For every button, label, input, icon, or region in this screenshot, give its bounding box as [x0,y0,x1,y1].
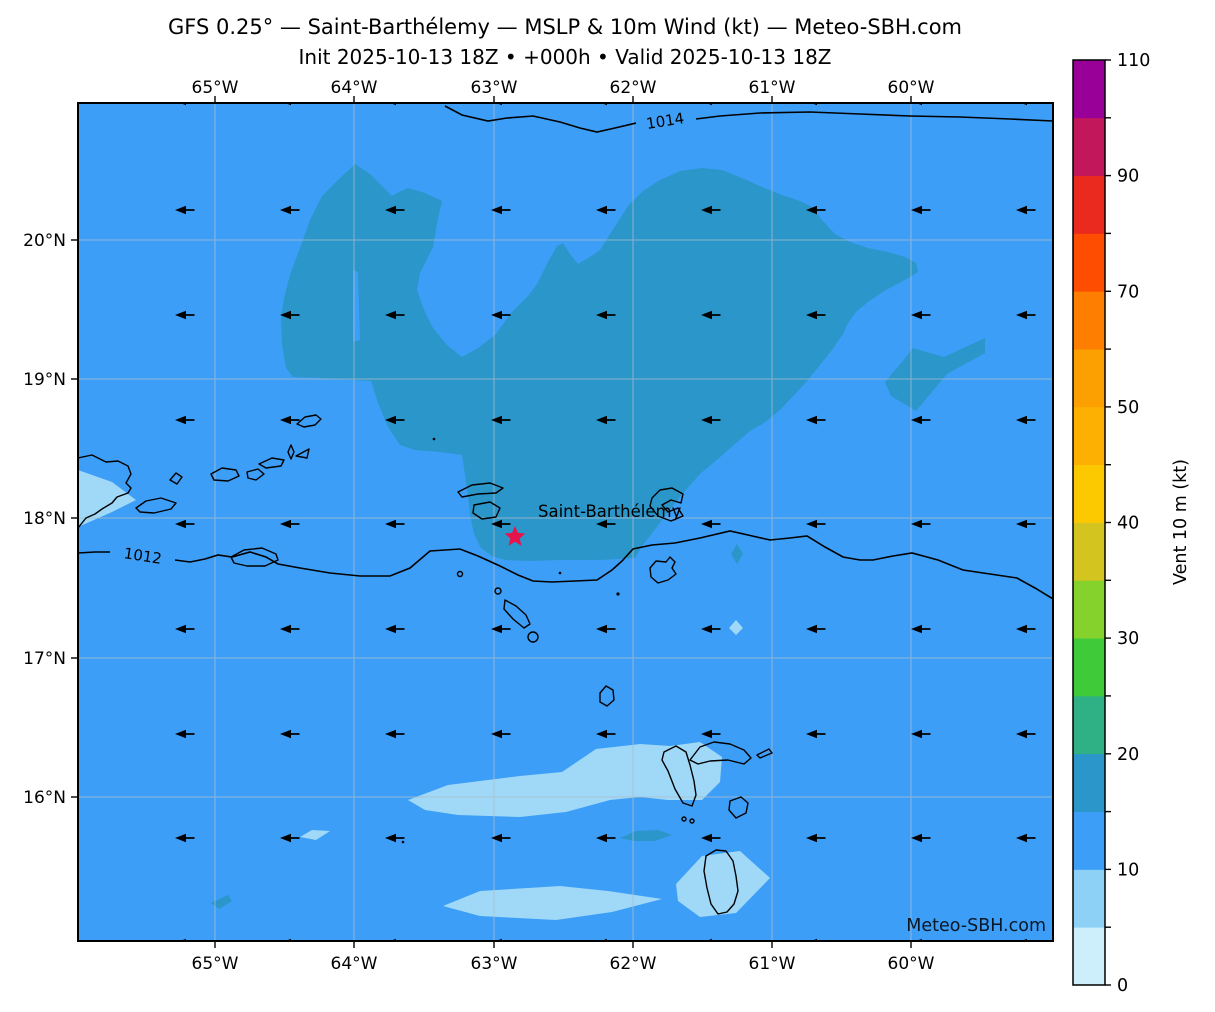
colorbar-tick-label: 70 [1117,282,1139,302]
isobar-contours [78,105,1053,600]
lon-label: 60°W [888,954,935,974]
coast-nevis [527,631,539,643]
lon-axis-bottom: 65°W 64°W 63°W 62°W 61°W 60°W [192,954,935,974]
colorbar-band [1073,406,1105,466]
colorbar-tick-label: 110 [1117,51,1150,71]
colorbar-band [1073,753,1105,812]
lon-label: 63°W [471,954,518,974]
coast-st-kitts [503,599,531,629]
wind-region-5-10 [78,470,770,920]
colorbar-tick-label: 50 [1117,398,1139,418]
lon-label: 61°W [749,78,796,98]
map-plot-area: 1014 1012 [78,103,1053,941]
axis-ticks [71,96,912,948]
coast-anegada [295,448,310,459]
lon-label: 64°W [331,78,378,98]
coast-vieques [135,497,177,514]
gridlines [78,103,1053,941]
lat-label: 16°N [23,788,66,808]
coast-anguilla [457,482,504,498]
colorbar-ticks [1105,59,1111,986]
station-label: Saint-Barthélemy [538,502,682,521]
colorbar-band [1073,522,1105,581]
coast-tortola [258,457,285,469]
coast-culebra [169,472,183,485]
lat-label: 20°N [23,231,66,251]
lon-label: 63°W [471,78,518,98]
colorbar-band [1073,869,1105,928]
colorbar-band [1073,349,1105,408]
coast-st-croix [230,547,279,567]
islet-dots [401,437,620,844]
colorbar-band [1073,580,1105,639]
colorbar-tick-label: 20 [1117,745,1139,765]
colorbar-axis-label: Vent 10 m (kt) [1171,459,1191,585]
map-border [77,102,1054,942]
lon-axis-top: 65°W 64°W 63°W 62°W 61°W 60°W [192,78,935,98]
lat-label: 18°N [23,509,66,529]
coast-montserrat [599,685,615,707]
coast-saba [456,570,464,578]
coast-antigua [649,556,677,584]
colorbar-band [1073,117,1105,176]
colorbar-band [1073,175,1105,234]
coast-les-saintes-2 [689,818,695,824]
colorbar-band [1073,60,1105,119]
coast-la-desirade [756,748,773,759]
lon-label: 62°W [610,954,657,974]
coastlines [78,414,773,915]
coast-st-thomas [210,467,240,482]
coast-st-martin [472,501,501,520]
colorbar-band [1073,464,1105,523]
page-title: GFS 0.25° — Saint-Barthélemy — MSLP & 10… [168,15,962,39]
isobar-label-1014: 1014 [645,109,686,133]
coast-basse-terre [661,745,697,807]
colorbar-tick-labels: 0 10 20 30 40 50 70 90 110 [1117,51,1150,996]
lat-axis-left: 20°N 19°N 18°N 17°N 16°N [23,231,66,808]
lat-label: 19°N [23,370,66,390]
colorbar-band [1073,638,1105,697]
colorbar-tick-label: 10 [1117,860,1139,880]
lon-label: 65°W [192,954,239,974]
coast-st-eustatius [494,587,502,595]
page-subtitle: Init 2025-10-13 18Z • +000h • Valid 2025… [299,45,832,69]
lon-label: 61°W [749,954,796,974]
watermark: Meteo-SBH.com [906,916,1046,936]
coast-puerto-rico [78,454,132,529]
lon-label: 62°W [610,78,657,98]
coast-marie-galante [728,796,749,819]
colorbar-tick-label: 30 [1117,629,1139,649]
lat-label: 17°N [23,649,66,669]
colorbar-bands [1073,60,1105,986]
coast-dominica [703,849,739,915]
coast-st-john [246,468,265,481]
region-notch [353,270,360,342]
isobar-label-1012: 1012 [123,544,164,568]
colorbar-band [1073,291,1105,350]
colorbar-tick-label: 40 [1117,514,1139,534]
colorbar-tick-label: 0 [1117,976,1128,996]
colorbar-band [1073,927,1105,986]
coast-virgin-gorda [287,444,295,460]
colorbar-tick-label: 90 [1117,167,1139,187]
coast-les-saintes-1 [681,816,687,822]
lon-label: 65°W [192,78,239,98]
colorbar-band [1073,811,1105,870]
colorbar-band [1073,695,1105,755]
lon-label: 60°W [888,78,935,98]
colorbar-band [1073,233,1105,292]
coast-barbuda [649,487,684,522]
coast-grande-terre [689,741,752,765]
lon-label: 64°W [331,954,378,974]
station-star-icon [504,526,526,546]
coast-islet-bank [296,414,322,428]
